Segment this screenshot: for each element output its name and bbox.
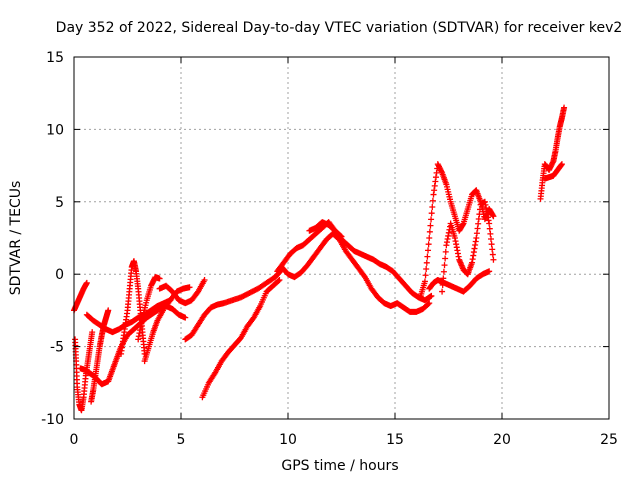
data-point — [439, 288, 446, 295]
data-point — [441, 262, 448, 269]
y-tick-label: -10 — [41, 412, 64, 428]
data-point — [442, 255, 449, 262]
y-tick-label: -5 — [50, 340, 64, 356]
data-point — [425, 300, 432, 307]
data-point — [442, 248, 449, 255]
data-point — [426, 235, 433, 241]
data-point — [489, 251, 496, 258]
x-tick-label: 20 — [493, 432, 511, 448]
data-point — [423, 266, 430, 273]
data-point — [105, 307, 112, 314]
data-point — [561, 104, 568, 111]
x-axis-ticks: 0 5 10 15 20 25 — [70, 57, 618, 448]
data-point — [338, 233, 345, 240]
y-tick-label: 15 — [46, 50, 64, 66]
x-tick-label: 10 — [279, 432, 297, 448]
data-point — [156, 275, 163, 282]
data-point — [428, 216, 435, 223]
x-axis-label: GPS time / hours — [281, 458, 398, 474]
x-tick-label: 15 — [386, 432, 404, 448]
data-point — [428, 292, 435, 299]
data-point — [486, 268, 493, 275]
data-points — [71, 104, 568, 414]
data-point — [201, 276, 208, 283]
data-point — [422, 272, 429, 279]
data-point — [489, 246, 496, 253]
data-point — [428, 210, 435, 217]
data-point — [425, 247, 432, 254]
data-point — [439, 281, 446, 288]
data-point — [421, 278, 428, 285]
data-point — [429, 203, 436, 210]
data-point — [182, 314, 189, 321]
data-point — [337, 232, 344, 239]
data-point — [440, 268, 447, 275]
y-tick-label: 10 — [46, 122, 64, 138]
data-point — [488, 241, 495, 248]
data-point — [423, 259, 430, 266]
x-tick-label: 0 — [70, 432, 79, 448]
data-point — [490, 256, 497, 263]
data-point — [429, 197, 436, 204]
data-point — [426, 300, 433, 307]
data-point — [440, 275, 447, 282]
data-point — [186, 284, 193, 291]
data-point — [425, 241, 432, 248]
data-point — [275, 277, 282, 284]
data-point — [487, 230, 494, 237]
x-tick-label: 5 — [177, 432, 186, 448]
data-point — [486, 220, 493, 227]
y-axis-label: SDTVAR / TECUs — [8, 181, 24, 296]
data-point — [487, 236, 494, 243]
data-point — [486, 225, 493, 232]
data-point — [426, 228, 433, 235]
data-point — [558, 161, 565, 168]
data-point — [83, 279, 90, 286]
chart-title: Day 352 of 2022, Sidereal Day-to-day VTE… — [56, 20, 623, 36]
data-point — [276, 276, 283, 283]
data-point — [427, 222, 434, 229]
plot-frame — [73, 56, 610, 420]
x-tick-label: 25 — [600, 432, 618, 448]
data-point — [424, 253, 431, 260]
y-tick-label: 0 — [55, 267, 64, 283]
data-point — [89, 329, 96, 336]
grid-lines — [74, 57, 609, 419]
y-axis-ticks: -10 -5 0 5 10 15 — [41, 50, 609, 428]
y-tick-label: 5 — [55, 195, 64, 211]
data-point — [490, 213, 497, 220]
